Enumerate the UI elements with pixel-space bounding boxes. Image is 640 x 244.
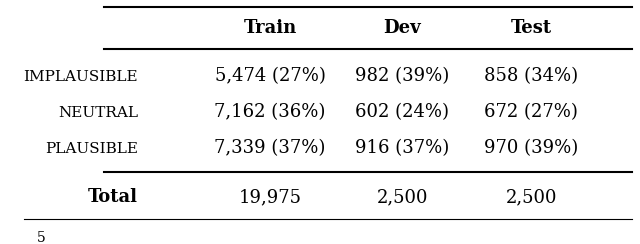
Text: 672 (27%): 672 (27%) <box>484 103 578 122</box>
Text: 19,975: 19,975 <box>239 188 301 206</box>
Text: 916 (37%): 916 (37%) <box>355 140 449 158</box>
Text: Test: Test <box>511 19 552 37</box>
Text: 7,162 (36%): 7,162 (36%) <box>214 103 326 122</box>
Text: Dev: Dev <box>383 19 421 37</box>
Text: 858 (34%): 858 (34%) <box>484 68 578 86</box>
Text: 2,500: 2,500 <box>376 188 428 206</box>
Text: Total: Total <box>88 188 138 206</box>
Text: IMPLAUSIBLE: IMPLAUSIBLE <box>23 70 138 83</box>
Text: 982 (39%): 982 (39%) <box>355 68 449 86</box>
Text: 7,339 (37%): 7,339 (37%) <box>214 140 326 158</box>
Text: 970 (39%): 970 (39%) <box>484 140 578 158</box>
Text: 5,474 (27%): 5,474 (27%) <box>214 68 325 86</box>
Text: Train: Train <box>243 19 296 37</box>
Text: PLAUSIBLE: PLAUSIBLE <box>45 142 138 155</box>
Text: 2,500: 2,500 <box>506 188 557 206</box>
Text: 5: 5 <box>36 232 45 244</box>
Text: 602 (24%): 602 (24%) <box>355 103 449 122</box>
Text: NEUTRAL: NEUTRAL <box>58 105 138 120</box>
